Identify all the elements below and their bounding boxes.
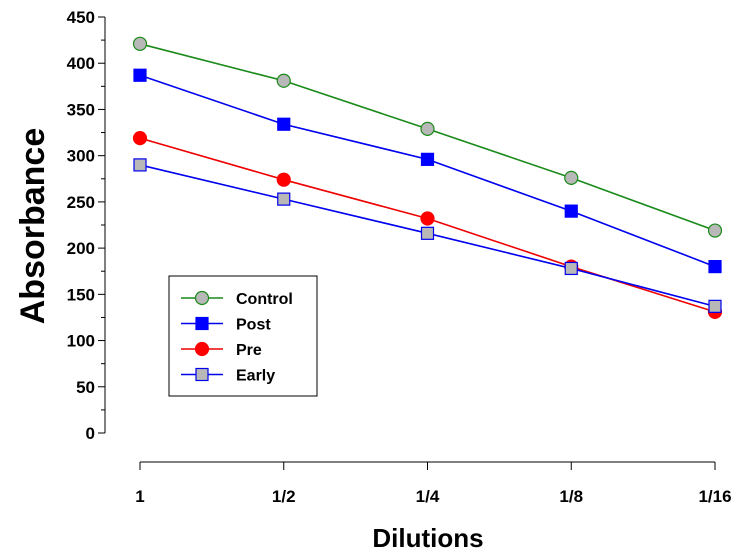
y-tick-label: 50 — [76, 378, 95, 397]
x-axis-title: Dilutions — [372, 523, 483, 552]
control-point — [707, 223, 723, 238]
legend-item-control: Control — [181, 290, 293, 308]
legend-item-pre: Pre — [181, 341, 262, 359]
legend-marker — [195, 316, 209, 331]
legend-label: Control — [236, 291, 293, 308]
x-tick-label: 1/8 — [559, 487, 583, 506]
legend-label: Early — [236, 368, 275, 385]
post-point — [564, 204, 578, 218]
early-point — [133, 158, 147, 172]
y-tick-label: 450 — [67, 8, 95, 27]
early-point — [564, 261, 578, 276]
y-tick-label: 250 — [67, 193, 95, 212]
early-point — [708, 299, 722, 313]
y-tick-label: 0 — [86, 424, 95, 443]
y-axis: 0 50 100 150 200 250 300 350 400 450 — [67, 8, 106, 443]
control-point — [132, 36, 148, 51]
pre-point — [420, 211, 435, 226]
y-tick-label: 300 — [67, 147, 95, 166]
legend-box — [168, 275, 318, 397]
y-axis-title: Absorbance — [14, 128, 52, 325]
control-point — [564, 170, 579, 185]
y-tick-label: 400 — [67, 54, 95, 73]
y-tick-label: 350 — [67, 100, 95, 119]
series-post — [133, 68, 722, 274]
pre-point — [276, 172, 291, 187]
legend-marker — [194, 290, 210, 306]
legend-label: Post — [236, 317, 271, 334]
post-point — [133, 68, 147, 82]
legend-label: Pre — [236, 342, 262, 359]
post-point — [708, 260, 722, 274]
x-tick-label: 1 — [135, 487, 144, 506]
series-early — [133, 158, 722, 313]
x-tick-label: 1/2 — [272, 487, 296, 506]
post-point — [277, 117, 291, 131]
x-axis: 1 1/2 1/4 1/8 1/16 — [135, 461, 732, 506]
x-tick-label: 1/4 — [416, 487, 440, 506]
control-point — [420, 121, 435, 136]
legend-marker — [195, 367, 209, 382]
series-layer — [132, 36, 723, 319]
legend-item-early: Early — [181, 368, 275, 385]
control-point — [276, 73, 291, 88]
y-tick-label: 150 — [67, 285, 95, 304]
x-tick-label: 1/16 — [698, 487, 731, 506]
legend-item-post: Post — [181, 317, 271, 334]
early-point — [420, 226, 435, 240]
control-line — [139, 43, 716, 232]
early-point — [277, 192, 291, 206]
y-tick-label: 100 — [67, 332, 95, 351]
pre-point — [132, 131, 148, 146]
y-tick-label: 200 — [67, 239, 95, 258]
legend-marker — [194, 341, 210, 357]
post-point — [420, 152, 435, 166]
series-control — [132, 36, 723, 238]
legend: Control Post Pre Early — [168, 275, 318, 397]
